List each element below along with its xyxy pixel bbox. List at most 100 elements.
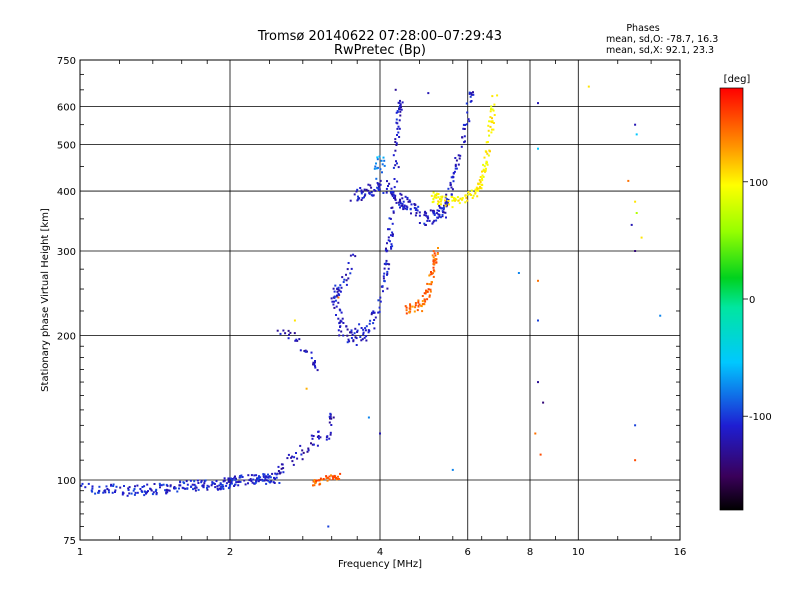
- colorbar-tick-label: 100: [749, 178, 768, 189]
- data-point: [202, 484, 205, 487]
- data-point: [363, 336, 366, 339]
- data-point: [413, 206, 416, 209]
- data-point: [421, 295, 424, 297]
- data-point: [385, 262, 388, 265]
- data-point: [329, 412, 332, 415]
- data-point: [439, 198, 441, 201]
- data-point: [97, 491, 100, 494]
- data-point: [360, 339, 363, 342]
- data-point: [333, 290, 336, 293]
- data-point: [627, 179, 630, 182]
- data-point: [406, 196, 409, 199]
- data-point: [479, 181, 482, 183]
- data-point: [430, 281, 433, 284]
- data-point: [235, 481, 238, 484]
- data-point: [392, 193, 395, 196]
- data-point: [360, 189, 363, 192]
- data-point: [367, 329, 370, 332]
- data-point: [331, 300, 334, 303]
- data-point: [350, 267, 353, 270]
- data-point: [151, 493, 154, 496]
- data-point: [230, 482, 233, 485]
- data-point: [423, 298, 426, 301]
- data-point: [393, 186, 396, 189]
- data-point: [343, 278, 346, 281]
- data-point: [430, 271, 432, 273]
- data-point: [225, 484, 228, 487]
- data-point: [206, 487, 208, 489]
- data-point: [392, 233, 394, 236]
- data-point: [399, 104, 402, 107]
- data-point: [418, 211, 421, 214]
- data-point: [467, 193, 470, 196]
- data-point: [289, 331, 292, 334]
- data-point: [455, 159, 458, 162]
- data-point: [370, 186, 373, 189]
- data-point: [186, 487, 189, 490]
- data-point: [479, 176, 482, 178]
- data-point: [388, 263, 391, 266]
- data-point: [259, 478, 262, 481]
- plot-frame: [79, 59, 681, 541]
- data-point: [386, 270, 389, 273]
- data-point: [401, 197, 404, 200]
- data-point: [383, 272, 386, 275]
- data-point: [395, 142, 398, 145]
- colorbar: [deg] 100 0 -100: [719, 74, 772, 511]
- data-point: [634, 424, 637, 427]
- data-point: [428, 283, 431, 286]
- data-point: [389, 217, 392, 220]
- data-point: [403, 204, 406, 207]
- data-point: [332, 303, 335, 306]
- data-point: [408, 307, 411, 310]
- data-point: [453, 170, 456, 173]
- data-point: [418, 303, 421, 306]
- data-point: [186, 483, 189, 486]
- y-tick-label: 300: [57, 247, 76, 258]
- data-point: [398, 136, 401, 138]
- data-point: [312, 484, 314, 487]
- data-point: [103, 489, 106, 492]
- data-point: [234, 483, 237, 486]
- data-point: [146, 491, 148, 494]
- data-point: [332, 416, 335, 419]
- data-point: [267, 473, 269, 476]
- data-point: [239, 475, 242, 477]
- data-point: [234, 475, 236, 478]
- data-point: [227, 487, 230, 490]
- data-point: [265, 475, 268, 478]
- data-point: [265, 482, 268, 485]
- data-point: [441, 214, 444, 216]
- data-point: [144, 491, 147, 494]
- data-point: [341, 276, 344, 279]
- data-point: [330, 424, 333, 426]
- data-point: [374, 165, 377, 168]
- data-point: [91, 485, 94, 488]
- data-point: [406, 208, 408, 211]
- data-point: [429, 288, 432, 291]
- data-point: [278, 472, 281, 475]
- data-point: [275, 473, 278, 476]
- data-point: [328, 421, 331, 424]
- data-point: [349, 272, 352, 275]
- data-point: [400, 108, 403, 111]
- data-point: [87, 482, 90, 485]
- data-point: [459, 154, 462, 157]
- data-point: [141, 486, 144, 488]
- data-point: [329, 433, 332, 436]
- data-point: [437, 196, 440, 199]
- data-point: [225, 482, 228, 485]
- data-point: [306, 450, 309, 453]
- data-point: [314, 365, 316, 368]
- data-point: [334, 284, 337, 287]
- data-point: [394, 88, 397, 91]
- data-point: [432, 212, 435, 215]
- data-point: [483, 165, 486, 168]
- data-point: [379, 183, 382, 186]
- data-point: [481, 179, 484, 182]
- data-point: [379, 179, 382, 182]
- data-point: [391, 222, 394, 225]
- data-point: [141, 491, 144, 493]
- data-point: [461, 136, 464, 139]
- data-point: [477, 182, 480, 185]
